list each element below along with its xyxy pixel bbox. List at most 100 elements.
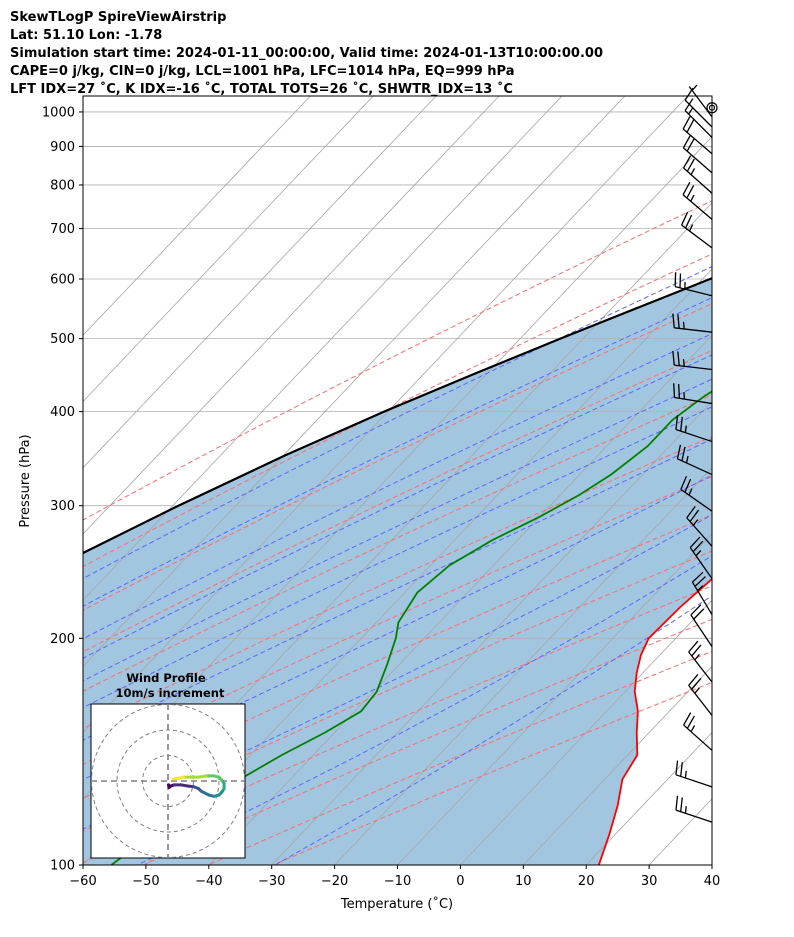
barb-full [686,119,695,133]
isotherm-line [83,96,374,403]
barb-full [684,98,694,111]
barb-full [691,644,702,657]
barb-full [675,415,679,430]
y-tick-label: 100 [50,859,75,874]
wind-barb [688,674,713,716]
dewpoint-profile-line [110,390,712,865]
barb-half [694,687,700,694]
wind-barb [675,415,713,443]
barb-full [686,185,695,199]
barb-full [680,416,683,432]
barb-full [694,576,706,587]
barb-full [688,674,699,686]
moist-adiabat-line [83,266,712,580]
isotherm-line [83,96,500,535]
isotherm-line [397,533,712,865]
barb-full [680,475,688,490]
wind-barb [674,272,713,297]
barb-full [684,478,692,493]
isotherm-line [83,96,311,336]
barb-half [690,168,696,175]
barb-full [692,571,704,583]
temperature-profile-line [597,577,712,865]
dry-adiabat-line [83,436,712,730]
dry-adiabat-line [83,303,712,611]
wind-barb [684,87,713,128]
wind-barb [672,313,713,333]
barb-shaft [682,194,713,220]
barb-half [692,519,699,526]
barb-shaft [688,86,713,118]
barb-shaft [690,614,713,647]
barb-half [682,359,685,367]
wind-barb [684,98,713,138]
barb-half [689,224,694,232]
barb-full [691,677,702,690]
x-tick-label: −20 [321,874,348,889]
barb-half [688,488,693,496]
wind-barb [683,712,713,751]
barb-full [686,505,696,519]
hodograph-title-line-2: 10m/s increment [116,686,225,700]
axis-ticks: −60 −50 −40 −30 −20 −10 0 10 20 30 40 1000 900 800 700… [42,105,720,889]
moist-adiabat-lines [83,266,712,865]
barb-full [678,384,681,399]
barb-full [693,608,705,620]
x-tick-label: −10 [384,874,411,889]
wind-barb [683,155,713,194]
wind-barb [682,135,713,174]
barb-full [683,155,692,169]
isotherm-line [334,467,712,865]
barb-shaft [674,364,713,371]
barb-full [677,351,680,366]
y-tick-label: 200 [50,632,75,647]
barb-shaft [688,651,713,683]
isotherm-line [83,96,626,667]
wind-barb [689,536,713,580]
barb-full [680,797,683,812]
barb-half [697,585,704,592]
wind-barb [675,795,713,823]
barb-shaft [683,167,713,194]
moist-adiabat-line [83,378,712,682]
barb-shaft [682,147,713,174]
barb-shaft [689,547,713,580]
barb-full [680,762,683,777]
hodograph-title-line-1: Wind Profile [126,671,206,685]
barb-full [692,540,704,553]
x-tick-label: −60 [69,874,96,889]
barb-full [681,446,686,462]
barb-full [689,536,701,548]
barb-shaft [691,581,713,615]
moist-adiabat-line [83,297,712,607]
barb-shaft [675,809,713,823]
x-tick-label: 10 [515,874,532,889]
x-tick-label: −40 [195,874,222,889]
barb-full [682,116,691,130]
title-line-2: Lat: 51.10 Lon: -1.78 [10,28,163,43]
barb-half [694,653,700,661]
barb-shaft [681,224,713,249]
isotherm-line [460,599,712,865]
x-tick-label: 0 [456,874,464,889]
profile-lines [83,277,712,865]
barb-full [690,604,702,616]
y-tick-label: 900 [50,140,75,155]
barb-shaft [684,110,713,138]
x-tick-label: 40 [704,874,721,889]
barb-half [690,194,695,202]
barb-shaft [686,517,713,547]
isotherm-line [83,96,437,469]
y-tick-label: 400 [50,405,75,420]
y-tick-label: 500 [50,332,75,347]
dry-adiabat-line [83,514,712,800]
barb-full [677,314,680,329]
isotherm-line [83,96,563,601]
title-line-3: Simulation start time: 2024-01-11_00:00:… [10,46,603,61]
barb-half [690,725,696,733]
wind-barb [676,444,713,476]
x-tick-label: −50 [132,874,159,889]
dry-adiabat-line [83,476,712,765]
wind-barb [681,211,713,249]
